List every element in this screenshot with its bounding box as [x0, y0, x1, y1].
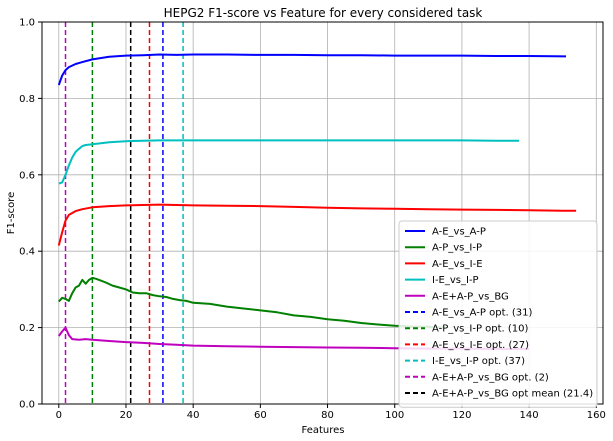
plot-frame — [41, 21, 604, 405]
y-ticks: 0.0 0.2 0.4 0.6 0.8 1.0 — [19, 18, 42, 411]
x-tick-label-7: 140 — [520, 410, 539, 421]
y-tick-label-5: 1.0 — [19, 18, 35, 29]
x-tick-label-3: 60 — [254, 410, 267, 421]
chart-title: HEPG2 F1-score vs Feature for every cons… — [164, 6, 483, 20]
legend-label-10: A-E+A-P_vs_BG opt mean (21.4) — [432, 389, 593, 400]
x-tick-label-5: 100 — [385, 410, 404, 421]
x-ticks: 0 20 40 60 80 100 120 140 160 — [56, 404, 606, 421]
x-tick-label-0: 0 — [56, 410, 62, 421]
legend-label-6: A-P_vs_I-P opt. (10) — [432, 324, 529, 335]
legend-label-9: A-E+A-P_vs_BG opt. (2) — [432, 372, 549, 383]
series-line-2 — [57, 203, 577, 246]
legend-label-7: A-E_vs_I-E opt. (27) — [432, 340, 529, 351]
y-tick-label-1: 0.2 — [19, 323, 35, 334]
legend-label-5: A-E_vs_A-P opt. (31) — [432, 308, 532, 319]
y-tick-label-0: 0.0 — [19, 400, 35, 411]
legend-label-4: A-E+A-P_vs_BG — [432, 291, 509, 302]
legend: A-E_vs_A-P A-P_vs_I-P A-E_vs_I-E I-E_vs_I-P… — [398, 220, 598, 408]
y-tick-label-3: 0.6 — [19, 170, 35, 181]
x-tick-label-4: 80 — [321, 410, 334, 421]
series-line-0 — [57, 53, 567, 86]
legend-box — [398, 220, 598, 408]
x-tick-label-8: 160 — [587, 410, 606, 421]
legend-label-1: A-P_vs_I-P — [432, 243, 482, 254]
legend-label-2: A-E_vs_I-E — [432, 259, 483, 270]
y-axis-label: F1-score — [6, 192, 17, 235]
legend-label-0: A-E_vs_A-P — [432, 227, 486, 238]
x-tick-label-1: 20 — [120, 410, 133, 421]
y-tick-label-4: 0.8 — [19, 94, 35, 105]
series-line-1 — [58, 276, 446, 329]
x-tick-label-2: 40 — [187, 410, 200, 421]
x-axis-label: Features — [302, 425, 345, 436]
series-line-3 — [58, 139, 519, 185]
legend-label-3: I-E_vs_I-P — [432, 275, 479, 286]
legend-label-8: I-E_vs_I-P opt. (37) — [432, 356, 525, 367]
y-tick-label-2: 0.4 — [19, 247, 35, 258]
x-tick-label-6: 120 — [452, 410, 471, 421]
